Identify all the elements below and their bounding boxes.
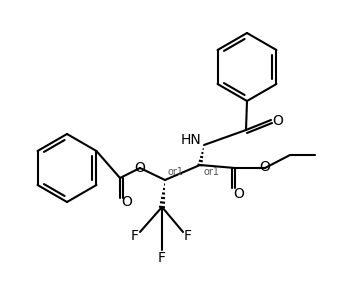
Text: HN: HN xyxy=(180,133,201,147)
Text: F: F xyxy=(131,229,139,243)
Text: O: O xyxy=(121,195,132,209)
Text: F: F xyxy=(184,229,192,243)
Text: or1: or1 xyxy=(168,167,184,177)
Text: F: F xyxy=(158,251,166,265)
Text: O: O xyxy=(135,161,145,175)
Text: O: O xyxy=(259,160,270,174)
Text: O: O xyxy=(273,114,284,128)
Text: or1: or1 xyxy=(204,167,220,177)
Text: O: O xyxy=(234,187,245,201)
